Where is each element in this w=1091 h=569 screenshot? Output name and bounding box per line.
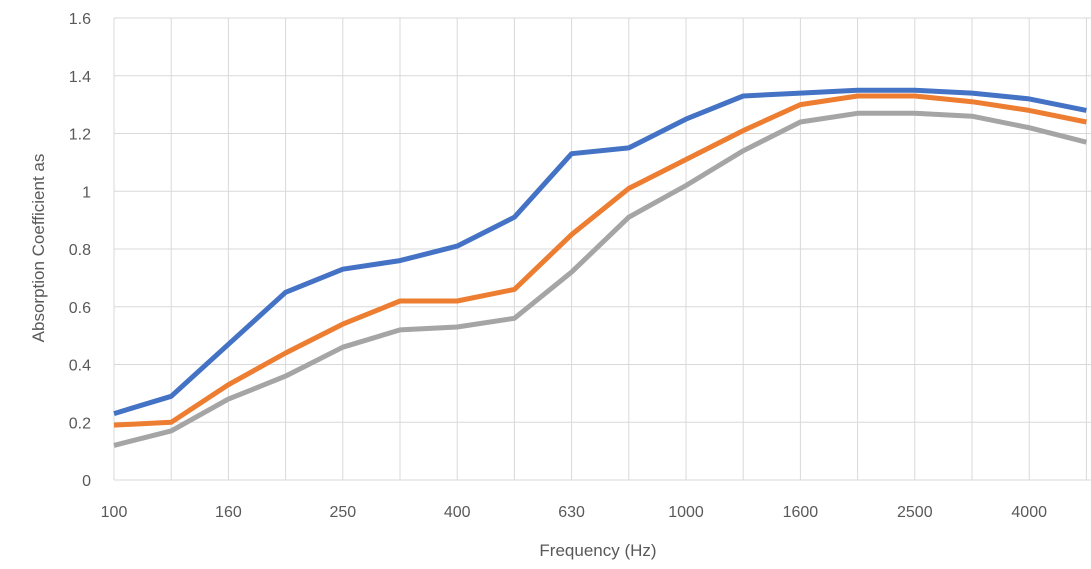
y-tick-label: 1.4 bbox=[69, 69, 91, 86]
series-lines bbox=[113, 87, 1088, 448]
y-tick-label: 0.8 bbox=[69, 242, 91, 259]
y-tick-label: 1.2 bbox=[69, 127, 91, 144]
x-tick-label: 4000 bbox=[1011, 504, 1047, 521]
x-tick-label: 400 bbox=[444, 504, 471, 521]
series-line-1 bbox=[113, 87, 1087, 416]
x-tick-label: 100 bbox=[101, 504, 128, 521]
x-tick-label: 2500 bbox=[897, 504, 933, 521]
y-tick-label: 0.2 bbox=[69, 415, 91, 432]
y-tick-label: 1 bbox=[82, 184, 91, 201]
y-tick-label: 0.6 bbox=[69, 300, 91, 317]
x-tick-label: 1000 bbox=[668, 504, 704, 521]
x-tick-label: 250 bbox=[329, 504, 356, 521]
y-tick-label: 0 bbox=[82, 473, 91, 490]
series-line-3 bbox=[113, 110, 1088, 448]
series-line-2 bbox=[113, 93, 1087, 428]
y-tick-label: 1.6 bbox=[69, 11, 91, 28]
x-tick-label: 1600 bbox=[783, 504, 819, 521]
x-axis-title: Frequency (Hz) bbox=[539, 541, 656, 560]
x-axis-ticks: 100 160 250 400 630 1000 1600 2500 4000 bbox=[101, 504, 1047, 521]
x-tick-label: 160 bbox=[215, 504, 242, 521]
x-tick-label: 630 bbox=[558, 504, 585, 521]
gridlines bbox=[113, 17, 1091, 481]
y-axis-ticks: 0 0.2 0.4 0.6 0.8 1 1.2 1.4 1.6 bbox=[69, 11, 91, 490]
y-tick-label: 0.4 bbox=[69, 358, 91, 375]
y-axis-title: Absorption Coefficient as bbox=[29, 154, 48, 343]
